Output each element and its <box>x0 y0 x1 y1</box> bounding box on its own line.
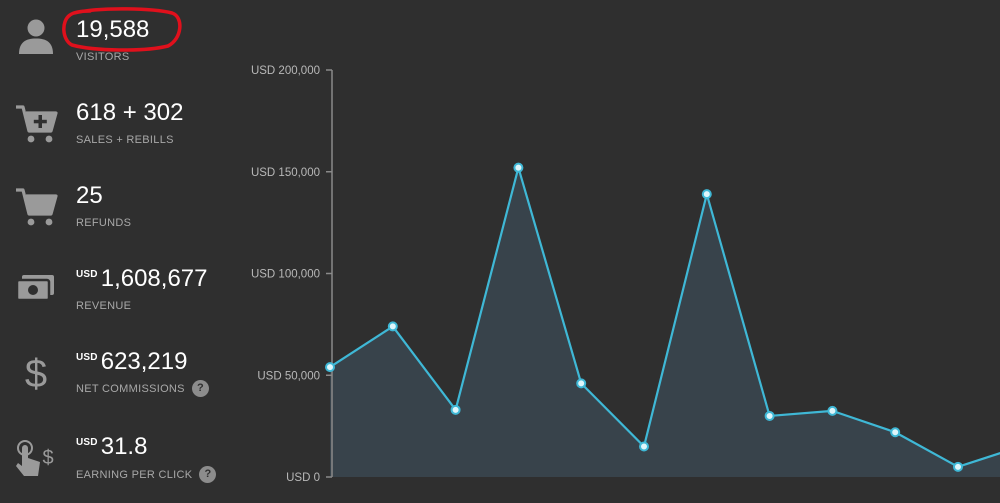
earning-per-click-label: EARNING PER CLICK <box>76 468 193 481</box>
earning-per-click-currency: USD <box>76 437 98 448</box>
data-point-1[interactable] <box>387 321 398 332</box>
stat-revenue: USD 1,608,677 REVENUE <box>0 249 225 329</box>
y-tick-label: USD 50,000 <box>257 370 320 382</box>
y-tick-label: USD 0 <box>286 472 320 484</box>
svg-text:$: $ <box>25 352 47 394</box>
person-icon <box>14 14 58 58</box>
stat-visitors: 19,588 VISITORS <box>0 0 225 80</box>
series-line <box>329 166 1000 468</box>
dollar-icon: $ <box>14 350 58 394</box>
touch-dollar-icon: $ <box>14 436 58 480</box>
visitors-value: 19,588 <box>76 16 150 43</box>
earning-per-click-value: 31.8 <box>100 433 148 460</box>
net-commissions-currency: USD <box>76 352 98 363</box>
y-tick-label: USD 150,000 <box>251 167 320 179</box>
revenue-value: 1,608,677 <box>100 265 208 292</box>
data-point-6[interactable] <box>701 189 712 200</box>
y-axis-ticks: USD 200,000 USD 150,000 USD 100,000 USD 50,… <box>251 65 332 484</box>
refunds-label: REFUNDS <box>76 217 132 229</box>
data-point-0[interactable] <box>325 362 335 373</box>
stat-earning-per-click: $ USD 31.8 EARNING PER CLICK ? <box>0 418 225 498</box>
earning-per-click-help-icon[interactable]: ? <box>199 466 217 483</box>
stat-refunds: 25 REFUNDS <box>0 166 225 246</box>
revenue-label: REVENUE <box>76 300 132 312</box>
data-points <box>325 162 963 472</box>
sales-label: SALES + REBILLS <box>76 134 174 146</box>
data-point-4[interactable] <box>576 378 587 389</box>
visitors-label: VISITORS <box>76 51 130 63</box>
y-tick-label: USD 200,000 <box>251 65 320 77</box>
y-tick-label: USD 100,000 <box>251 269 320 281</box>
stat-sales-rebills: 618 + 302 SALES + REBILLS <box>0 83 225 163</box>
data-point-2[interactable] <box>450 404 461 415</box>
net-commissions-label: NET COMMISSIONS <box>76 382 185 395</box>
data-point-10[interactable] <box>953 461 963 472</box>
cart-add-icon <box>14 101 58 145</box>
revenue-area-chart: USD 200,000 USD 150,000 USD 100,000 USD 50,… <box>251 65 1000 484</box>
stat-net-commissions: $ USD 623,219 NET COMMISSIONS ? <box>0 332 225 412</box>
sales-value: 618 + 302 <box>76 99 184 126</box>
data-point-5[interactable] <box>639 441 649 452</box>
revenue-currency: USD <box>76 269 98 280</box>
net-commissions-help-icon[interactable]: ? <box>191 380 209 397</box>
series-area <box>330 167 1000 477</box>
data-point-9[interactable] <box>890 427 901 438</box>
net-commissions-value: 623,219 <box>100 348 188 375</box>
refunds-value: 25 <box>76 182 103 209</box>
cart-icon <box>14 184 58 228</box>
svg-text:$: $ <box>42 447 53 469</box>
data-point-3[interactable] <box>513 162 524 173</box>
data-point-8[interactable] <box>827 405 838 416</box>
money-icon <box>14 265 58 309</box>
data-point-7[interactable] <box>764 410 775 421</box>
